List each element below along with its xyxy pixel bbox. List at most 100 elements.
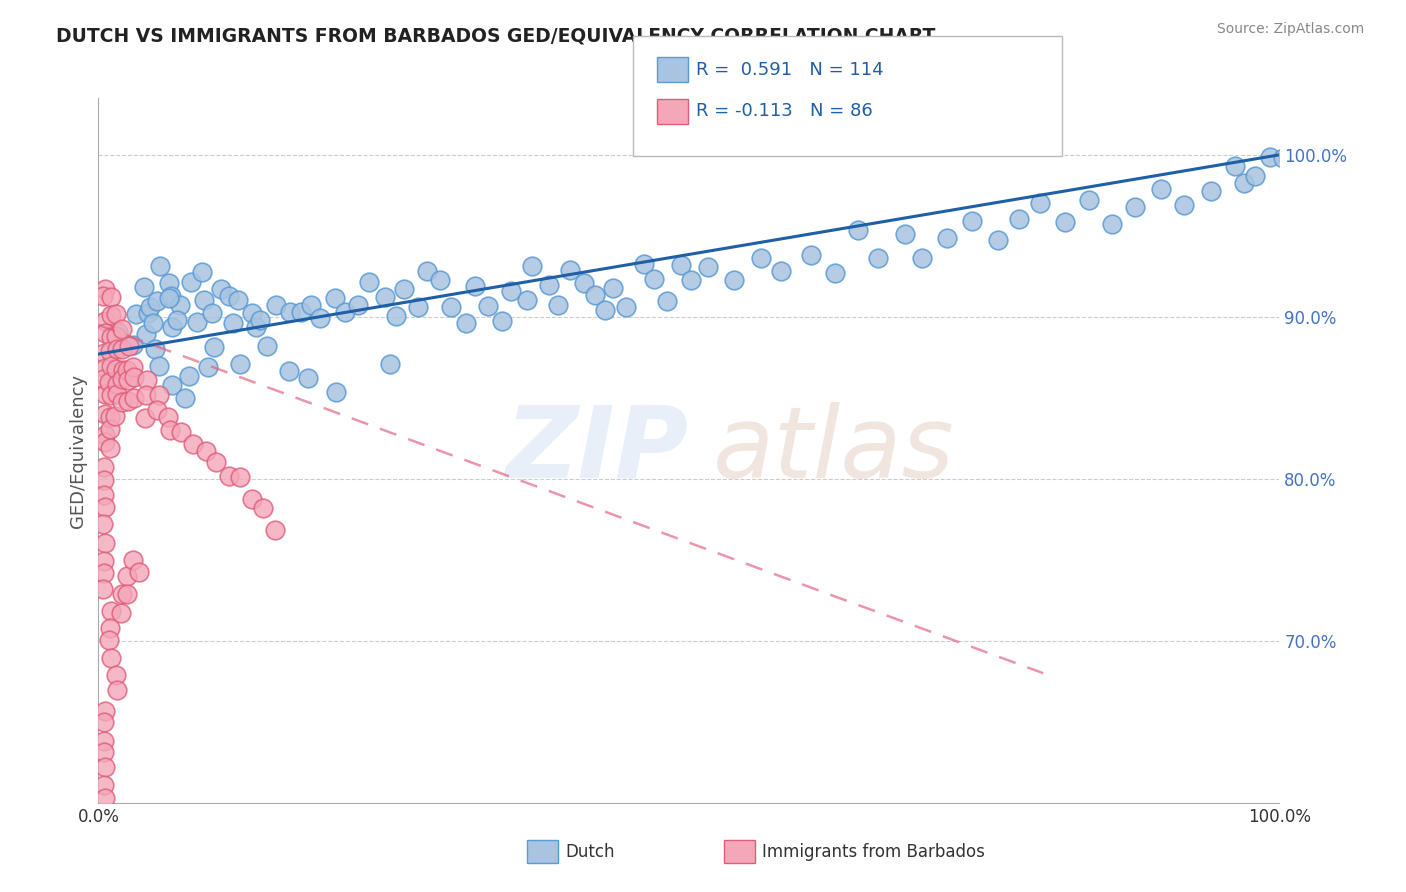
Point bbox=[122, 338, 145, 352]
Point bbox=[416, 264, 439, 278]
Point bbox=[93, 745, 115, 759]
Text: DUTCH VS IMMIGRANTS FROM BARBADOS GED/EQUIVALENCY CORRELATION CHART: DUTCH VS IMMIGRANTS FROM BARBADOS GED/EQ… bbox=[56, 27, 935, 45]
Point bbox=[1029, 196, 1052, 211]
Point bbox=[547, 298, 569, 312]
Point bbox=[229, 469, 252, 483]
Point bbox=[1077, 194, 1099, 208]
Point bbox=[93, 554, 115, 568]
Point bbox=[94, 314, 117, 328]
Point bbox=[264, 523, 287, 537]
Point bbox=[149, 259, 172, 273]
Point bbox=[1258, 149, 1281, 163]
Point bbox=[205, 455, 228, 469]
Point bbox=[136, 306, 159, 320]
Point bbox=[1101, 217, 1123, 231]
Point bbox=[960, 213, 983, 227]
Point bbox=[94, 704, 117, 718]
Point bbox=[134, 410, 156, 425]
Point bbox=[290, 304, 312, 318]
Point bbox=[93, 488, 115, 502]
Point bbox=[115, 363, 138, 377]
Point bbox=[769, 264, 792, 278]
Point bbox=[242, 306, 264, 320]
Point bbox=[93, 566, 115, 580]
Point bbox=[174, 391, 197, 405]
Point bbox=[100, 359, 122, 373]
Point bbox=[160, 377, 183, 392]
Point bbox=[100, 387, 122, 401]
Point bbox=[98, 633, 121, 648]
Point bbox=[209, 282, 232, 296]
Point bbox=[560, 263, 582, 277]
Point bbox=[148, 359, 170, 373]
Point bbox=[93, 500, 115, 515]
Point bbox=[1233, 176, 1256, 190]
Point bbox=[93, 582, 115, 596]
Point bbox=[111, 395, 134, 409]
Point bbox=[105, 682, 128, 697]
Point bbox=[1054, 215, 1077, 229]
Point bbox=[148, 387, 170, 401]
Point bbox=[93, 778, 115, 792]
Point bbox=[170, 425, 193, 440]
Point bbox=[201, 306, 224, 320]
Point bbox=[440, 300, 463, 314]
Point bbox=[454, 316, 477, 330]
Point bbox=[1123, 201, 1146, 215]
Point bbox=[633, 257, 655, 271]
Point bbox=[538, 278, 561, 293]
Point bbox=[516, 293, 538, 308]
Point bbox=[98, 441, 121, 455]
Point bbox=[159, 423, 181, 437]
Point bbox=[135, 388, 157, 402]
Point bbox=[100, 651, 122, 665]
Point bbox=[160, 289, 183, 303]
Point bbox=[824, 266, 846, 280]
Point bbox=[309, 310, 332, 325]
Point bbox=[111, 372, 134, 386]
Point bbox=[94, 791, 117, 805]
Point bbox=[134, 280, 156, 294]
Point bbox=[671, 258, 693, 272]
Point bbox=[110, 606, 132, 620]
Point bbox=[221, 316, 243, 330]
Point bbox=[107, 325, 129, 339]
Point bbox=[104, 409, 127, 423]
Point bbox=[100, 604, 122, 618]
Point bbox=[93, 282, 115, 296]
Point bbox=[335, 305, 357, 319]
Point bbox=[572, 277, 595, 291]
Point bbox=[110, 342, 132, 356]
Text: Immigrants from Barbados: Immigrants from Barbados bbox=[762, 843, 986, 861]
Point bbox=[297, 371, 319, 385]
Point bbox=[249, 312, 271, 326]
Point bbox=[104, 329, 127, 343]
Point bbox=[477, 299, 499, 313]
Point bbox=[142, 316, 165, 330]
Point bbox=[117, 373, 139, 387]
Point bbox=[157, 410, 180, 425]
Point bbox=[100, 330, 122, 344]
Point bbox=[98, 375, 121, 389]
Point bbox=[98, 621, 121, 635]
Point bbox=[1199, 184, 1222, 198]
Point bbox=[93, 428, 115, 442]
Point bbox=[94, 760, 117, 774]
Point bbox=[595, 303, 617, 318]
Point bbox=[128, 565, 150, 579]
Point bbox=[323, 291, 346, 305]
Point bbox=[357, 275, 380, 289]
Point bbox=[374, 290, 396, 304]
Point bbox=[278, 364, 301, 378]
Point bbox=[240, 491, 263, 506]
Point bbox=[93, 460, 115, 475]
Point bbox=[93, 361, 115, 376]
Y-axis label: GED/Equivalency: GED/Equivalency bbox=[69, 374, 87, 527]
Point bbox=[125, 307, 148, 321]
Point bbox=[111, 587, 134, 601]
Point bbox=[229, 357, 252, 371]
Point bbox=[100, 409, 122, 424]
Point bbox=[1149, 182, 1171, 196]
Point bbox=[160, 320, 183, 334]
Point bbox=[392, 282, 415, 296]
